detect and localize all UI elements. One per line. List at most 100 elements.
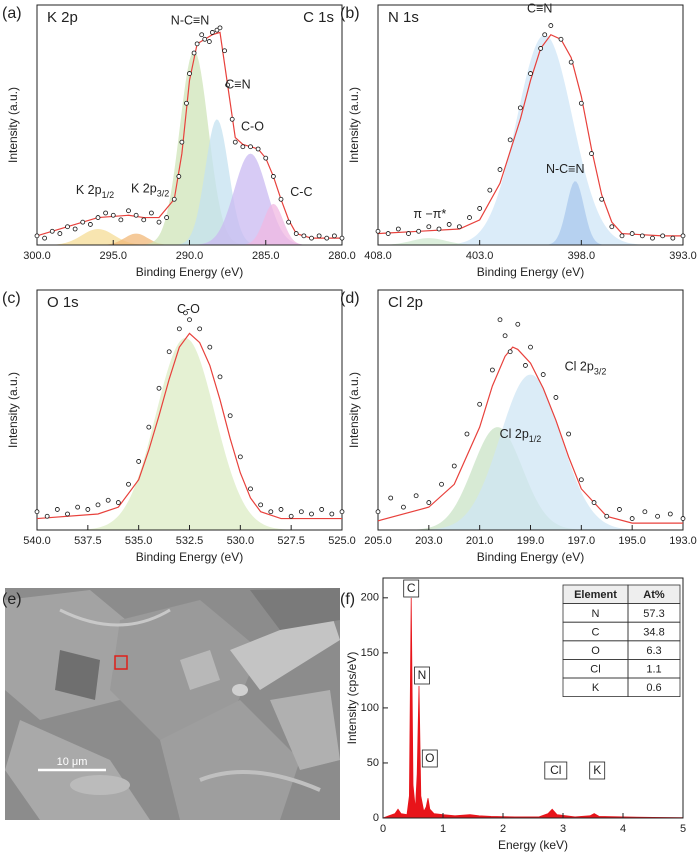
component-label-main: C-C: [290, 185, 312, 199]
data-point: [309, 235, 314, 241]
data-point: [232, 139, 238, 145]
data-point: [207, 344, 213, 350]
data-point: [225, 82, 231, 88]
data-point: [591, 500, 597, 505]
fit-component: [37, 338, 342, 530]
table-cell-text: 57.3: [643, 608, 664, 620]
x-tick-label: 408.0: [364, 250, 392, 262]
data-point: [589, 151, 594, 156]
component-label-main: K 2p: [76, 183, 102, 197]
peak-label-box: [421, 749, 438, 768]
table-header-bg: [563, 585, 680, 604]
data-point: [497, 317, 503, 323]
data-point: [248, 486, 253, 492]
data-point: [319, 507, 325, 512]
table-cell-text: C: [592, 626, 600, 638]
x-tick-label: 195.0: [618, 535, 646, 547]
data-point: [497, 167, 503, 172]
panel-title: N 1s: [388, 9, 419, 26]
table-cell-text: Cl: [590, 664, 600, 676]
data-point: [528, 344, 533, 350]
data-point: [126, 481, 131, 487]
selection-box: [114, 655, 128, 670]
data-point: [209, 30, 215, 35]
data-point: [523, 363, 528, 368]
peak-label: Cl: [550, 763, 561, 777]
data-point: [179, 139, 185, 145]
x-tick-label: 532.5: [176, 535, 204, 547]
data-point: [105, 497, 111, 503]
x-tick-label: 525.0: [328, 535, 356, 547]
y-axis-label: Intensity (cps/eV): [345, 652, 359, 745]
component-label: C-O: [241, 120, 264, 134]
x-axis-label: Binding Energy (eV): [136, 550, 243, 564]
data-point: [599, 196, 605, 202]
data-point: [456, 224, 462, 230]
peak-label: N: [418, 668, 427, 682]
peak-label-box: [403, 579, 420, 598]
data-point: [426, 224, 432, 230]
data-point: [558, 36, 564, 42]
data-point: [191, 50, 197, 56]
data-point: [227, 413, 233, 419]
x-axis-label: Binding Energy (eV): [477, 550, 584, 564]
data-point: [375, 509, 381, 515]
data-point: [248, 144, 253, 150]
x-tick-label: 535.0: [125, 535, 153, 547]
data-point: [237, 454, 243, 460]
data-point: [34, 233, 40, 239]
data-point: [75, 504, 81, 510]
spectrum: [382, 597, 684, 819]
data-point: [286, 219, 292, 225]
x-tick-label: 203.0: [415, 535, 443, 547]
y-tick-label: 150: [361, 647, 379, 659]
fit-envelope: [36, 332, 342, 520]
data-point: [309, 511, 314, 517]
data-point: [301, 233, 307, 239]
x-tick-label: 300.0: [23, 250, 51, 262]
data-point: [413, 493, 419, 499]
fit-component: [37, 203, 342, 245]
component-label-main: C-O: [241, 120, 264, 134]
data-point: [148, 210, 154, 216]
component-label-main: π −π*: [413, 207, 446, 221]
x-tick-label: 398.0: [568, 250, 596, 262]
panel-letter: (a): [2, 5, 22, 22]
data-point: [566, 431, 572, 437]
peak-label-box: [414, 666, 430, 685]
data-point: [426, 500, 432, 505]
x-tick-label: 295.0: [99, 250, 127, 262]
x-tick-label: 3: [560, 823, 566, 835]
peak-label: O: [425, 751, 434, 765]
table-cell-text: 6.3: [646, 645, 661, 657]
data-point: [217, 25, 223, 31]
data-point: [502, 333, 508, 339]
panel-title-right: C 1s: [303, 9, 334, 26]
data-point: [329, 511, 335, 517]
x-tick-label: 540.0: [23, 535, 51, 547]
data-point: [54, 507, 60, 512]
panel-letter: (e): [2, 591, 22, 608]
y-axis-label: Intensity (a.u.): [347, 87, 361, 163]
data-point: [293, 231, 299, 236]
data-point: [487, 187, 493, 193]
y-axis-label: Intensity (a.u.): [6, 372, 20, 448]
x-tick-label: 280.0: [328, 250, 356, 262]
data-point: [578, 477, 584, 483]
x-tick-label: 537.5: [74, 535, 102, 547]
table-cell: [627, 677, 681, 698]
data-point: [540, 372, 546, 377]
data-point: [278, 507, 284, 512]
panel-title: K 2p: [47, 9, 78, 26]
data-point: [477, 401, 483, 407]
table-header-text: Element: [574, 589, 617, 601]
component-label-main: C≡N: [527, 2, 552, 16]
panel-title: O 1s: [47, 294, 79, 311]
component-label: π −π*: [413, 207, 446, 221]
data-point: [164, 215, 170, 220]
y-axis-label: Intensity (a.u.): [347, 372, 361, 448]
data-point: [103, 210, 109, 216]
component-label-main: C-O: [177, 302, 200, 316]
peak-label-box: [544, 761, 568, 780]
